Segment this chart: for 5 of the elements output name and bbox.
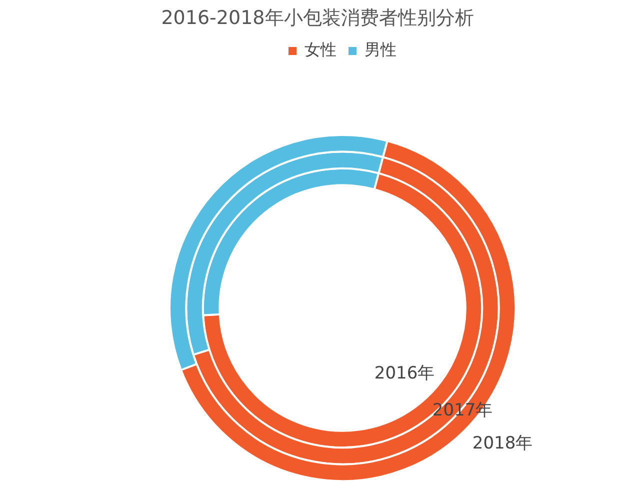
legend-label: 男性 xyxy=(364,40,396,60)
slice-label: 2018年 xyxy=(472,433,533,454)
slice-label: 2016年 xyxy=(374,363,435,384)
legend-label: 女性 xyxy=(304,40,336,60)
chart-title: 2016-2018年小包装消费者性别分析 xyxy=(160,6,475,31)
